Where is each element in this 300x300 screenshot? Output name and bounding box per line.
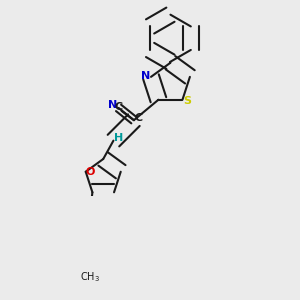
- Text: O: O: [85, 167, 95, 177]
- Text: C: C: [115, 102, 123, 112]
- Text: S: S: [184, 96, 192, 106]
- Text: CH$_3$: CH$_3$: [80, 271, 100, 284]
- Text: N: N: [108, 100, 117, 110]
- Text: C: C: [134, 113, 142, 123]
- Text: H: H: [114, 133, 123, 143]
- Text: N: N: [141, 71, 151, 81]
